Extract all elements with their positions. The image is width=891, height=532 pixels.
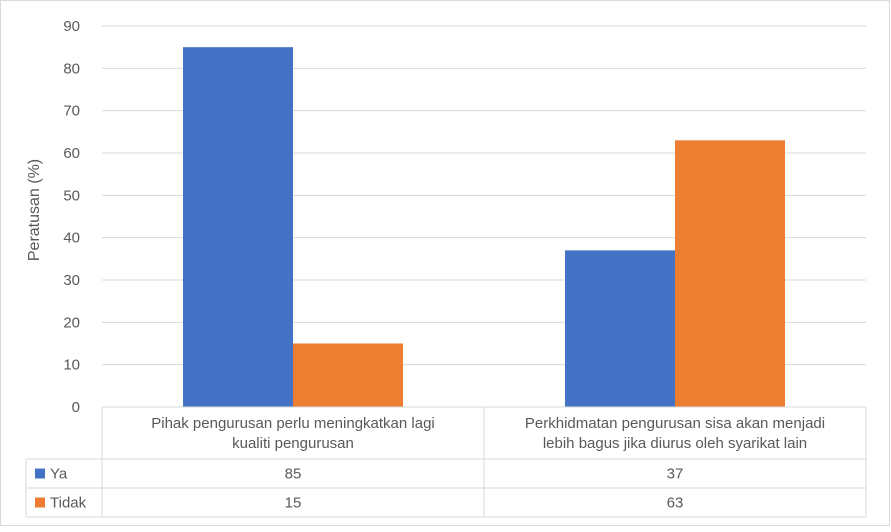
table-value: 63 (667, 495, 684, 512)
bar-ya-2 (565, 250, 675, 407)
category-label: lebih bagus jika diurus oleh syarikat la… (543, 435, 807, 452)
bar-tidak-1 (293, 343, 403, 407)
legend-label-ya: Ya (50, 466, 68, 483)
y-axis-label: Peratusan (%) (26, 159, 43, 261)
bars (183, 47, 785, 408)
category-label: Perkhidmatan pengurusan sisa akan menjad… (525, 415, 825, 432)
y-tick-label: 40 (63, 230, 80, 247)
legend-label-tidak: Tidak (50, 495, 87, 512)
y-tick-label: 60 (63, 145, 80, 162)
legend-key-tidak (35, 497, 45, 508)
table-value: 15 (285, 495, 302, 512)
category-label: Pihak pengurusan perlu meningkatkan lagi (151, 415, 435, 432)
category-label: kualiti pengurusan (232, 435, 354, 452)
table-value: 85 (285, 466, 302, 483)
bar-tidak-2 (675, 140, 785, 408)
data-table: Pihak pengurusan perlu meningkatkan lagi… (25, 406, 867, 518)
y-tick-label: 90 (63, 18, 80, 35)
y-tick-label: 70 (63, 103, 80, 120)
table-value: 37 (667, 466, 684, 483)
bar-ya-1 (183, 47, 293, 408)
y-tick-label: 0 (72, 399, 80, 416)
y-axis-ticks: 0 10 20 30 40 50 60 70 80 90 (63, 18, 80, 416)
y-tick-label: 30 (63, 272, 80, 289)
y-tick-label: 20 (63, 314, 80, 331)
y-tick-label: 50 (63, 187, 80, 204)
y-tick-label: 80 (63, 60, 80, 77)
y-tick-label: 10 (63, 357, 80, 374)
legend-key-ya (35, 468, 45, 479)
